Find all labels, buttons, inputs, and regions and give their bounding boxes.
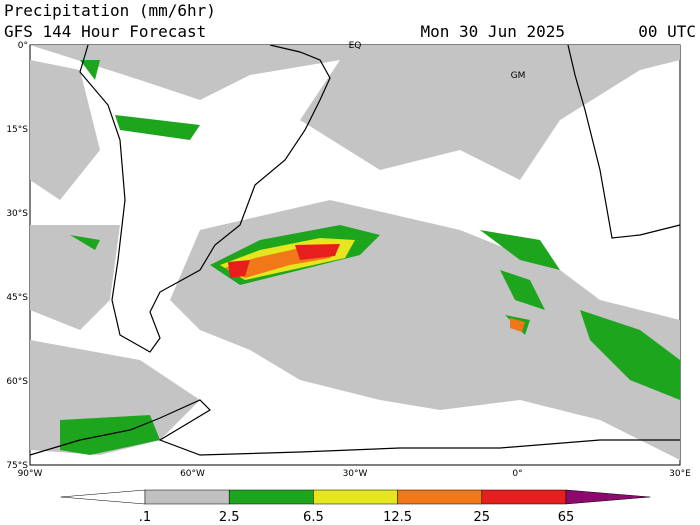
colorbar-segment — [397, 489, 483, 505]
lon-label: 30°W — [343, 469, 368, 479]
lat-label: 75°S — [6, 461, 28, 471]
time: 00 UTC — [638, 22, 696, 41]
lat-label: 30°S — [6, 209, 28, 219]
colorbar-label: 65 — [558, 510, 575, 525]
colorbar-label: 2.5 — [219, 510, 240, 525]
lon-label: 90°W — [18, 469, 43, 479]
equator-label: EQ — [349, 41, 362, 51]
lat-label: 15°S — [6, 125, 28, 135]
lon-label: 60°W — [180, 469, 205, 479]
colorbar-segment — [228, 489, 314, 505]
lat-label: 60°S — [6, 377, 28, 387]
date: Mon 30 Jun 2025 — [421, 22, 566, 41]
lat-label: 0° — [18, 41, 28, 51]
colorbar-label: 25 — [474, 510, 491, 525]
heavy-precip — [220, 238, 525, 332]
lon-label: 30°E — [669, 469, 691, 479]
lon-label: 0° — [512, 469, 522, 479]
colorbar-high — [565, 489, 651, 505]
south-america-coast — [79, 44, 331, 353]
antarctica-coast — [29, 399, 680, 456]
colorbar-label: .1 — [139, 510, 151, 525]
africa-coast — [567, 44, 681, 239]
colorbar-segment — [481, 489, 567, 505]
colorbar-label: 12.5 — [383, 510, 412, 525]
lat-label: 45°S — [6, 293, 28, 303]
subtitle: GFS 144 Hour Forecast — [4, 22, 206, 41]
colorbar-segment — [313, 489, 398, 505]
title: Precipitation (mm/6hr) — [4, 1, 216, 20]
map-area: EQ GM — [29, 41, 681, 466]
colorbar-label: 6.5 — [303, 510, 324, 525]
colorbar-segment — [144, 489, 230, 505]
colorbar-low — [60, 489, 146, 505]
meridian-label: GM — [511, 71, 526, 81]
